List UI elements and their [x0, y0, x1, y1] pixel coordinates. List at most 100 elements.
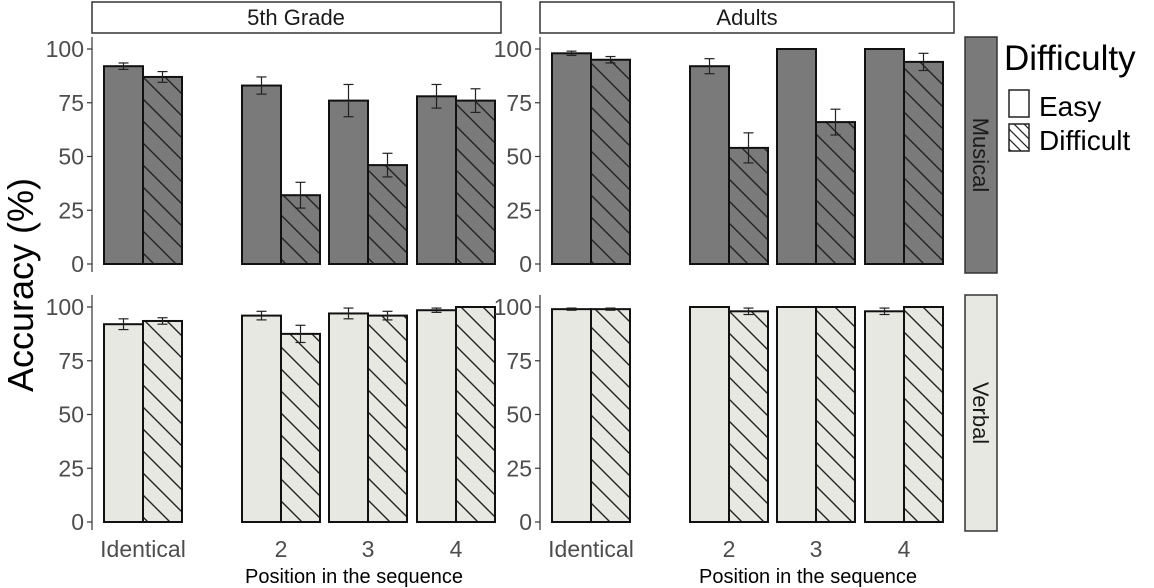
- legend-key-difficult: [1008, 123, 1030, 152]
- row-strip-label: Verbal: [968, 382, 993, 444]
- bar-difficult-4: [903, 306, 944, 523]
- bar-difficult-identical: [142, 75, 183, 265]
- error-bar-difficult-identical: [605, 307, 616, 311]
- error-bar-difficult-identical: [605, 55, 616, 64]
- error-bar-easy-4: [431, 307, 442, 313]
- error-bar-easy-4: [879, 307, 890, 316]
- x-tick-label-3: 3: [810, 536, 823, 562]
- panel-musical-adults: 0 25 50 75 100: [494, 36, 944, 277]
- row-strip-verbal: Verbal: [964, 294, 998, 532]
- bar-easy-4: [864, 48, 905, 265]
- bar-difficult-2: [728, 310, 769, 523]
- panel-verbal-adults: 0 25 50 75 100 Identical 2 3 4: [494, 294, 944, 562]
- bar-easy-2: [689, 65, 730, 265]
- bar-easy-3: [328, 312, 369, 524]
- bar-difficult-2: [280, 332, 321, 523]
- error-bar-easy-identical: [566, 50, 577, 57]
- error-bar-easy-2: [704, 58, 715, 75]
- error-bar-easy-4: [431, 83, 442, 109]
- x-tick-label-4: 4: [450, 536, 463, 562]
- bar-difficult-4: [903, 60, 944, 266]
- row-strip-musical: Musical: [964, 36, 998, 274]
- x-tick-label-4: 4: [898, 536, 911, 562]
- bar-easy-3: [776, 48, 817, 265]
- y-tick-label: 50: [58, 144, 84, 170]
- bar-difficult-2: [728, 146, 769, 265]
- bar-difficult-identical: [590, 58, 631, 265]
- panel-verbal-5th-grade: 0 25 50 75 100 Identical 2 3 4: [46, 294, 496, 562]
- error-bar-difficult-3: [830, 108, 841, 136]
- column-strip-5th-grade: 5th Grade: [91, 1, 502, 34]
- x-tick-label-3: 3: [362, 536, 375, 562]
- legend-label-easy: Easy: [1039, 91, 1101, 122]
- error-bar-easy-identical: [566, 307, 577, 311]
- row-strip-label: Musical: [968, 118, 993, 193]
- bar-difficult-identical: [590, 308, 631, 523]
- panel-musical-5th-grade: 0 25 50 75 100: [46, 36, 496, 277]
- error-bar-easy-3: [343, 83, 354, 118]
- error-bar-difficult-4: [918, 52, 929, 72]
- x-axis-title-adults: Position in the sequence: [699, 566, 917, 588]
- y-tick-label: 75: [506, 348, 532, 374]
- bar-easy-2: [689, 306, 730, 523]
- error-bar-easy-3: [343, 307, 354, 320]
- y-tick-label: 100: [494, 294, 532, 320]
- y-tick-label: 0: [71, 251, 84, 277]
- panels: 0 25 50 75 100 0 25 50 75 100 0 25 50 75 100 Identical 2…: [46, 36, 944, 562]
- y-tick-label: 0: [519, 251, 532, 277]
- legend-key-easy: [1008, 89, 1030, 118]
- bar-easy-4: [864, 310, 905, 523]
- y-tick-label: 25: [506, 455, 532, 481]
- bar-difficult-3: [367, 314, 408, 523]
- y-tick-label: 25: [58, 197, 84, 223]
- x-axis-title-5th-grade: Position in the sequence: [245, 566, 463, 588]
- error-bar-difficult-identical: [157, 70, 168, 83]
- bar-easy-4: [416, 309, 457, 523]
- bar-difficult-3: [815, 306, 856, 523]
- error-bar-difficult-4: [470, 88, 481, 114]
- bar-difficult-3: [815, 121, 856, 265]
- y-tick-label: 100: [46, 36, 84, 62]
- y-tick-label: 0: [71, 509, 84, 535]
- y-tick-label: 50: [506, 402, 532, 428]
- y-tick-label: 75: [506, 90, 532, 116]
- bar-easy-2: [241, 314, 282, 523]
- bar-easy-identical: [551, 52, 592, 265]
- error-bar-easy-2: [256, 76, 267, 95]
- bar-easy-2: [241, 84, 282, 265]
- y-tick-label: 50: [58, 402, 84, 428]
- error-bar-difficult-3: [382, 310, 393, 321]
- error-bar-difficult-2: [743, 132, 754, 164]
- x-tick-label-2: 2: [723, 536, 736, 562]
- bar-easy-3: [776, 306, 817, 523]
- x-tick-label-identical: Identical: [100, 536, 186, 562]
- y-tick-label: 75: [58, 90, 84, 116]
- y-tick-label: 25: [58, 455, 84, 481]
- x-tick-label-2: 2: [275, 536, 288, 562]
- y-tick-label: 75: [58, 348, 84, 374]
- error-bar-easy-2: [256, 310, 267, 321]
- y-tick-label: 25: [506, 197, 532, 223]
- error-bar-difficult-2: [295, 181, 306, 209]
- error-bar-difficult-2: [295, 324, 306, 344]
- bar-easy-identical: [551, 308, 592, 523]
- legend-label-difficult: Difficult: [1039, 125, 1131, 156]
- error-bar-easy-identical: [118, 318, 129, 331]
- error-bar-difficult-3: [382, 152, 393, 178]
- legend-title: Difficulty: [1004, 39, 1136, 78]
- bar-difficult-4: [455, 306, 496, 523]
- error-bar-easy-identical: [118, 62, 129, 71]
- bar-easy-identical: [103, 323, 144, 524]
- column-strip-label: 5th Grade: [247, 5, 345, 30]
- error-bar-difficult-2: [743, 307, 754, 316]
- legend-item-easy: Easy: [1008, 89, 1101, 122]
- bar-difficult-4: [455, 99, 496, 265]
- bar-easy-identical: [103, 65, 144, 265]
- error-bar-difficult-identical: [157, 317, 168, 325]
- y-tick-label: 100: [494, 36, 532, 62]
- x-tick-label-identical: Identical: [548, 536, 634, 562]
- y-tick-label: 0: [519, 509, 532, 535]
- y-axis-title: Accuracy (%): [0, 178, 41, 392]
- column-strip-adults: Adults: [539, 1, 955, 34]
